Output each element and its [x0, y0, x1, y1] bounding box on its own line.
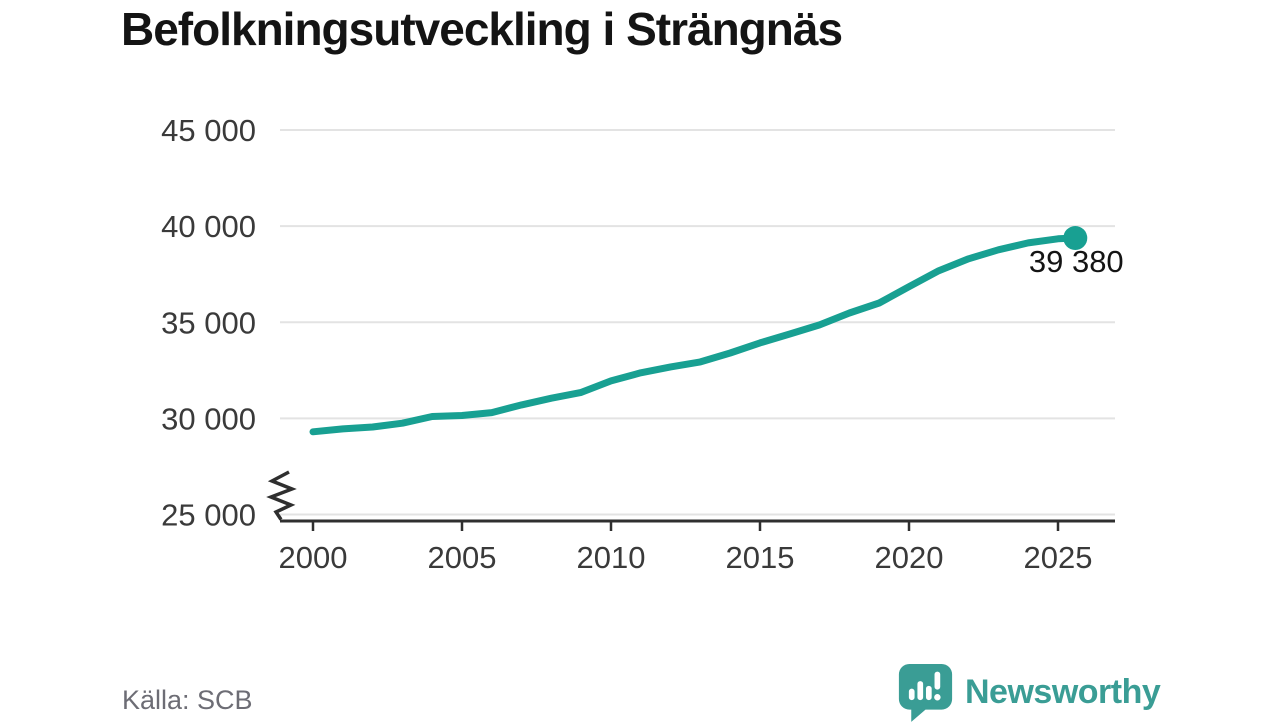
source-label: Källa: SCB: [122, 685, 253, 715]
latest-value-label: 39 380: [1029, 244, 1124, 279]
y-tick-label: 30 000: [161, 401, 256, 436]
y-tick-label: 35 000: [161, 305, 256, 340]
x-tick-label: 2000: [279, 540, 348, 575]
x-tick-label: 2015: [726, 540, 795, 575]
x-tick-label: 2025: [1024, 540, 1093, 575]
page-title: Befolkningsutveckling i Strängnäs: [121, 3, 843, 55]
newsworthy-logo-icon: [898, 663, 953, 722]
latest-point-dot: [1063, 226, 1088, 251]
y-tick-label: 40 000: [161, 209, 256, 244]
y-tick-label: 25 000: [161, 498, 256, 533]
population-line-chart: 45 000 40 000 35 000 30 000 25 000 2000 2005 20…: [161, 113, 1124, 575]
y-tick-label: 45 000: [161, 113, 256, 148]
x-tick-label: 2005: [428, 540, 497, 575]
newsworthy-brand-text: Newsworthy: [965, 672, 1161, 711]
newsworthy-logo: Newsworthy: [897, 662, 1161, 722]
x-tick-label: 2020: [875, 540, 944, 575]
axis-break-icon: [266, 470, 297, 521]
x-tick-label: 2010: [577, 540, 646, 575]
population-line: [309, 234, 1079, 436]
